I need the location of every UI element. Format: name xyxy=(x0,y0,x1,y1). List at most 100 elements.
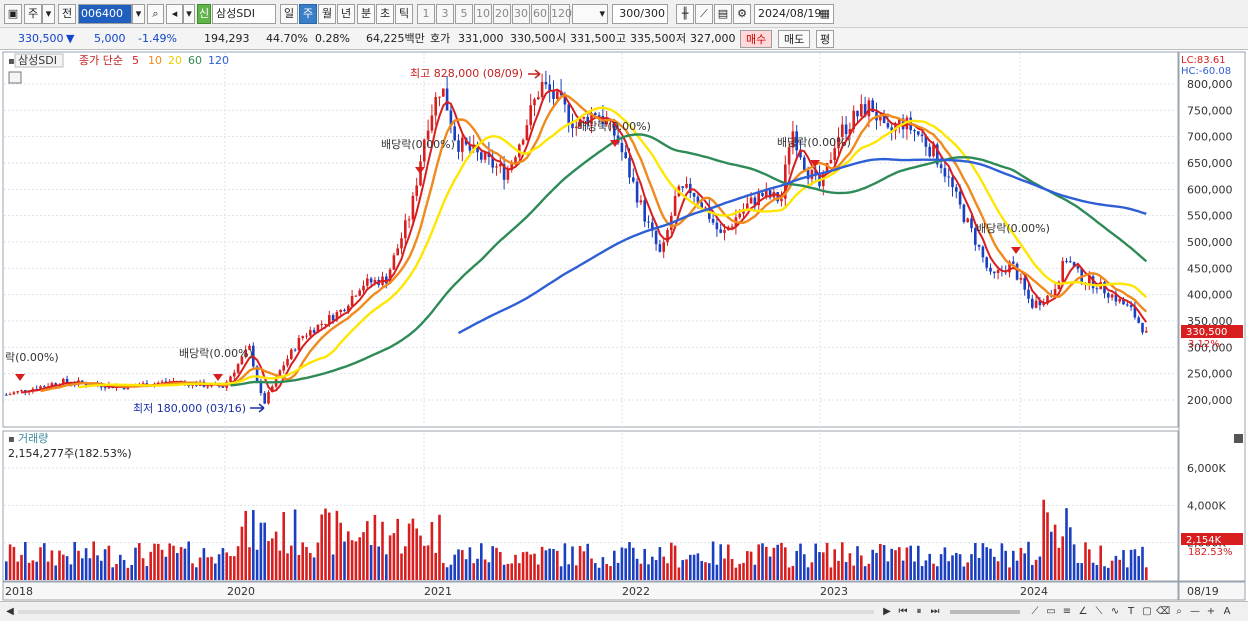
volume-bar xyxy=(419,535,422,580)
date-field[interactable]: 2024/08/19 ▦ xyxy=(754,4,834,24)
tab-month[interactable]: 월 xyxy=(318,4,336,24)
candle-icon[interactable]: ╫ xyxy=(676,4,694,24)
tab-day[interactable]: 일 xyxy=(280,4,298,24)
volume-bar xyxy=(312,557,316,580)
speaker-dropdown-icon[interactable]: ▾ xyxy=(183,4,195,24)
volume-bar xyxy=(685,559,688,580)
candle-body xyxy=(571,123,574,129)
interval-30[interactable]: 30 xyxy=(512,4,530,24)
stock-code-input[interactable]: 006400 xyxy=(78,4,132,24)
draw-trend-icon[interactable]: ⟍ xyxy=(1095,606,1103,617)
candle-body xyxy=(164,381,168,383)
volume-bar xyxy=(400,553,403,580)
candle-body xyxy=(1137,317,1140,323)
volume-bar xyxy=(369,545,373,580)
volume-bar xyxy=(1141,546,1144,580)
save-icon[interactable]: ▤ xyxy=(714,4,732,24)
volume-bar xyxy=(1088,549,1091,580)
candle-body xyxy=(879,115,882,121)
volume-bar xyxy=(27,562,31,580)
stock-name-field[interactable]: 삼성SDI xyxy=(212,4,276,24)
custom-interval-select[interactable]: ▾ xyxy=(572,4,608,24)
font-size-icon[interactable]: A xyxy=(1223,606,1231,617)
chart-type-icon[interactable]: ▣ xyxy=(4,4,22,24)
zoom-search-icon[interactable]: ⌕ xyxy=(1176,606,1182,617)
scroll-left-icon[interactable]: ◀ xyxy=(6,606,14,617)
tab-week[interactable]: 주 xyxy=(299,4,317,24)
dividend-marker xyxy=(415,167,425,174)
volume-bar xyxy=(1133,549,1137,580)
prev-button[interactable]: 전 xyxy=(58,4,76,24)
period-dropdown[interactable]: 주 xyxy=(24,4,42,24)
volume-bar xyxy=(947,561,950,580)
tab-minute[interactable]: 분 xyxy=(357,4,375,24)
volume-bar xyxy=(236,546,240,580)
draw-text-icon[interactable]: T xyxy=(1127,606,1135,617)
speaker-icon[interactable]: ◂ xyxy=(166,4,183,24)
panel-menu-icon[interactable]: ▪ xyxy=(8,56,15,67)
draw-rect-icon[interactable]: ▢ xyxy=(1142,606,1152,617)
draw-cycle-icon[interactable]: ∿ xyxy=(1110,606,1120,617)
quote-volume: 194,293 xyxy=(204,32,250,45)
volume-bar xyxy=(407,523,411,580)
code-dropdown-icon[interactable]: ▾ xyxy=(132,4,145,24)
interval-5[interactable]: 5 xyxy=(455,4,473,24)
zoom-slider[interactable] xyxy=(950,610,1020,614)
volume-bar xyxy=(157,543,160,580)
close-icon[interactable] xyxy=(1234,434,1243,443)
pause-icon[interactable]: ⏸ xyxy=(916,606,922,617)
interval-1[interactable]: 1 xyxy=(417,4,435,24)
candle-body xyxy=(293,349,297,351)
erase-icon[interactable]: ⌫ xyxy=(1156,606,1171,617)
volume-bar xyxy=(96,555,99,580)
volume-bar xyxy=(894,550,897,580)
interval-10[interactable]: 10 xyxy=(474,4,492,24)
draw-tool-icon[interactable]: ⟋ xyxy=(695,4,713,24)
volume-bar xyxy=(1038,556,1042,580)
stock-tag-box xyxy=(14,53,64,68)
volume-bar xyxy=(761,543,764,580)
volume-bar xyxy=(544,550,548,580)
candle-body xyxy=(335,312,339,321)
quote-turnover: 0.28% xyxy=(315,32,350,45)
buy-button[interactable]: 매수 xyxy=(740,30,773,48)
volume-bar xyxy=(491,546,494,580)
interval-120[interactable]: 120 xyxy=(550,4,572,24)
interval-60[interactable]: 60 xyxy=(531,4,549,24)
volume-bar xyxy=(795,550,798,580)
sell-button[interactable]: 매도 xyxy=(778,30,811,48)
eval-button[interactable]: 평 xyxy=(816,30,835,48)
volume-bar xyxy=(730,559,734,580)
candle-body xyxy=(316,324,320,333)
draw-line-icon[interactable]: ⟋ xyxy=(1031,606,1039,617)
scroll-right-icon[interactable]: ▶ xyxy=(883,606,891,617)
volume-bar xyxy=(829,567,833,580)
last-page-icon[interactable]: ⏭ xyxy=(930,606,940,617)
chevron-down-icon[interactable]: ▾ xyxy=(42,4,55,24)
interval-20[interactable]: 20 xyxy=(493,4,511,24)
draw-angle-icon[interactable]: ∠ xyxy=(1078,606,1088,617)
zoom-out-icon[interactable]: — xyxy=(1190,606,1200,617)
price-volume-chart[interactable]: ▪ 삼성SDI 종가 단순 5 10 20 60 120 LC:83.61 HC… xyxy=(0,50,1248,601)
candle-body xyxy=(236,364,240,373)
interval-3[interactable]: 3 xyxy=(436,4,454,24)
draw-box-icon[interactable]: ▭ xyxy=(1046,606,1056,617)
tab-year[interactable]: 년 xyxy=(337,4,355,24)
grid-toggle-icon[interactable] xyxy=(8,71,22,84)
tab-tick[interactable]: 틱 xyxy=(395,4,413,24)
candle-body xyxy=(860,104,863,117)
tab-second[interactable]: 초 xyxy=(376,4,394,24)
volume-bar xyxy=(1107,567,1110,580)
x-label-2018: 2018 xyxy=(5,585,33,598)
candle-body xyxy=(1046,295,1049,304)
first-page-icon[interactable]: ⏮ xyxy=(898,606,908,617)
scrollbar-track[interactable] xyxy=(18,610,874,614)
volume-menu-icon[interactable]: ▪ xyxy=(8,434,15,445)
zoom-in-icon[interactable]: + xyxy=(1206,606,1216,617)
gear-icon[interactable]: ⚙ xyxy=(733,4,751,24)
search-icon[interactable]: ⌕ xyxy=(147,4,164,24)
candle-body xyxy=(643,200,646,222)
draw-fib-icon[interactable]: ≡ xyxy=(1062,606,1072,617)
ask-label: 호가 xyxy=(430,32,451,45)
bar-count-field[interactable]: 300/300 xyxy=(612,4,668,24)
